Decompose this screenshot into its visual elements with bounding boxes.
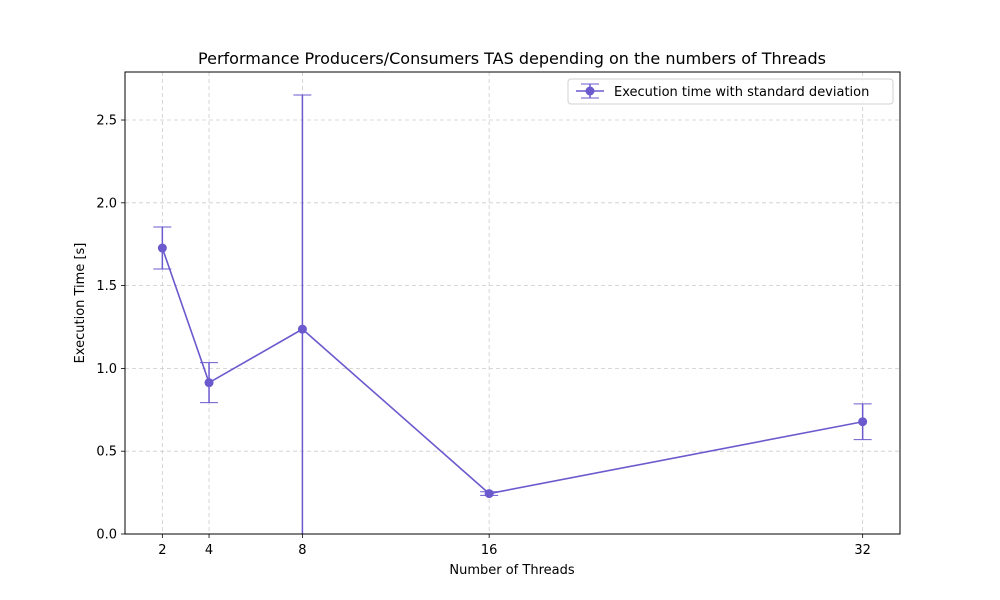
y-tick-label: 1.5: [96, 279, 117, 294]
x-axis-ticks: 2 4 8 16 32: [158, 534, 871, 558]
x-tick-label: 16: [481, 543, 498, 558]
series-line: [161, 247, 863, 495]
data-point: [858, 417, 868, 427]
y-tick-label: 2.0: [96, 196, 117, 211]
y-axis-label: Execution Time [s]: [73, 243, 88, 364]
legend-marker: [585, 86, 595, 96]
x-tick-label: 8: [298, 543, 306, 558]
legend-box: [567, 78, 894, 105]
x-tick-label: 32: [854, 543, 871, 558]
plot-area-frame: [124, 71, 901, 535]
y-tick-label: 1.0: [96, 362, 117, 377]
chart-title: Performance Producers/Consumers TAS depe…: [198, 49, 826, 68]
data-point: [157, 243, 167, 253]
y-tick-label: 0.0: [96, 528, 117, 543]
data-point: [484, 489, 494, 499]
y-axis-ticks: 0.0 0.5 1.0 1.5 2.0 2.5: [96, 114, 125, 543]
y-tick-label: 0.5: [96, 445, 117, 460]
x-tick-label: 4: [205, 543, 213, 558]
grid: [125, 72, 900, 535]
x-tick-label: 2: [158, 543, 166, 558]
x-axis-label: Number of Threads: [449, 563, 574, 578]
legend: Execution time with standard deviation: [567, 78, 894, 105]
y-tick-label: 2.5: [96, 114, 117, 129]
data-point: [297, 324, 307, 334]
series-execution-time: [153, 94, 872, 534]
legend-label: Execution time with standard deviation: [614, 85, 869, 100]
data-point: [204, 378, 214, 388]
